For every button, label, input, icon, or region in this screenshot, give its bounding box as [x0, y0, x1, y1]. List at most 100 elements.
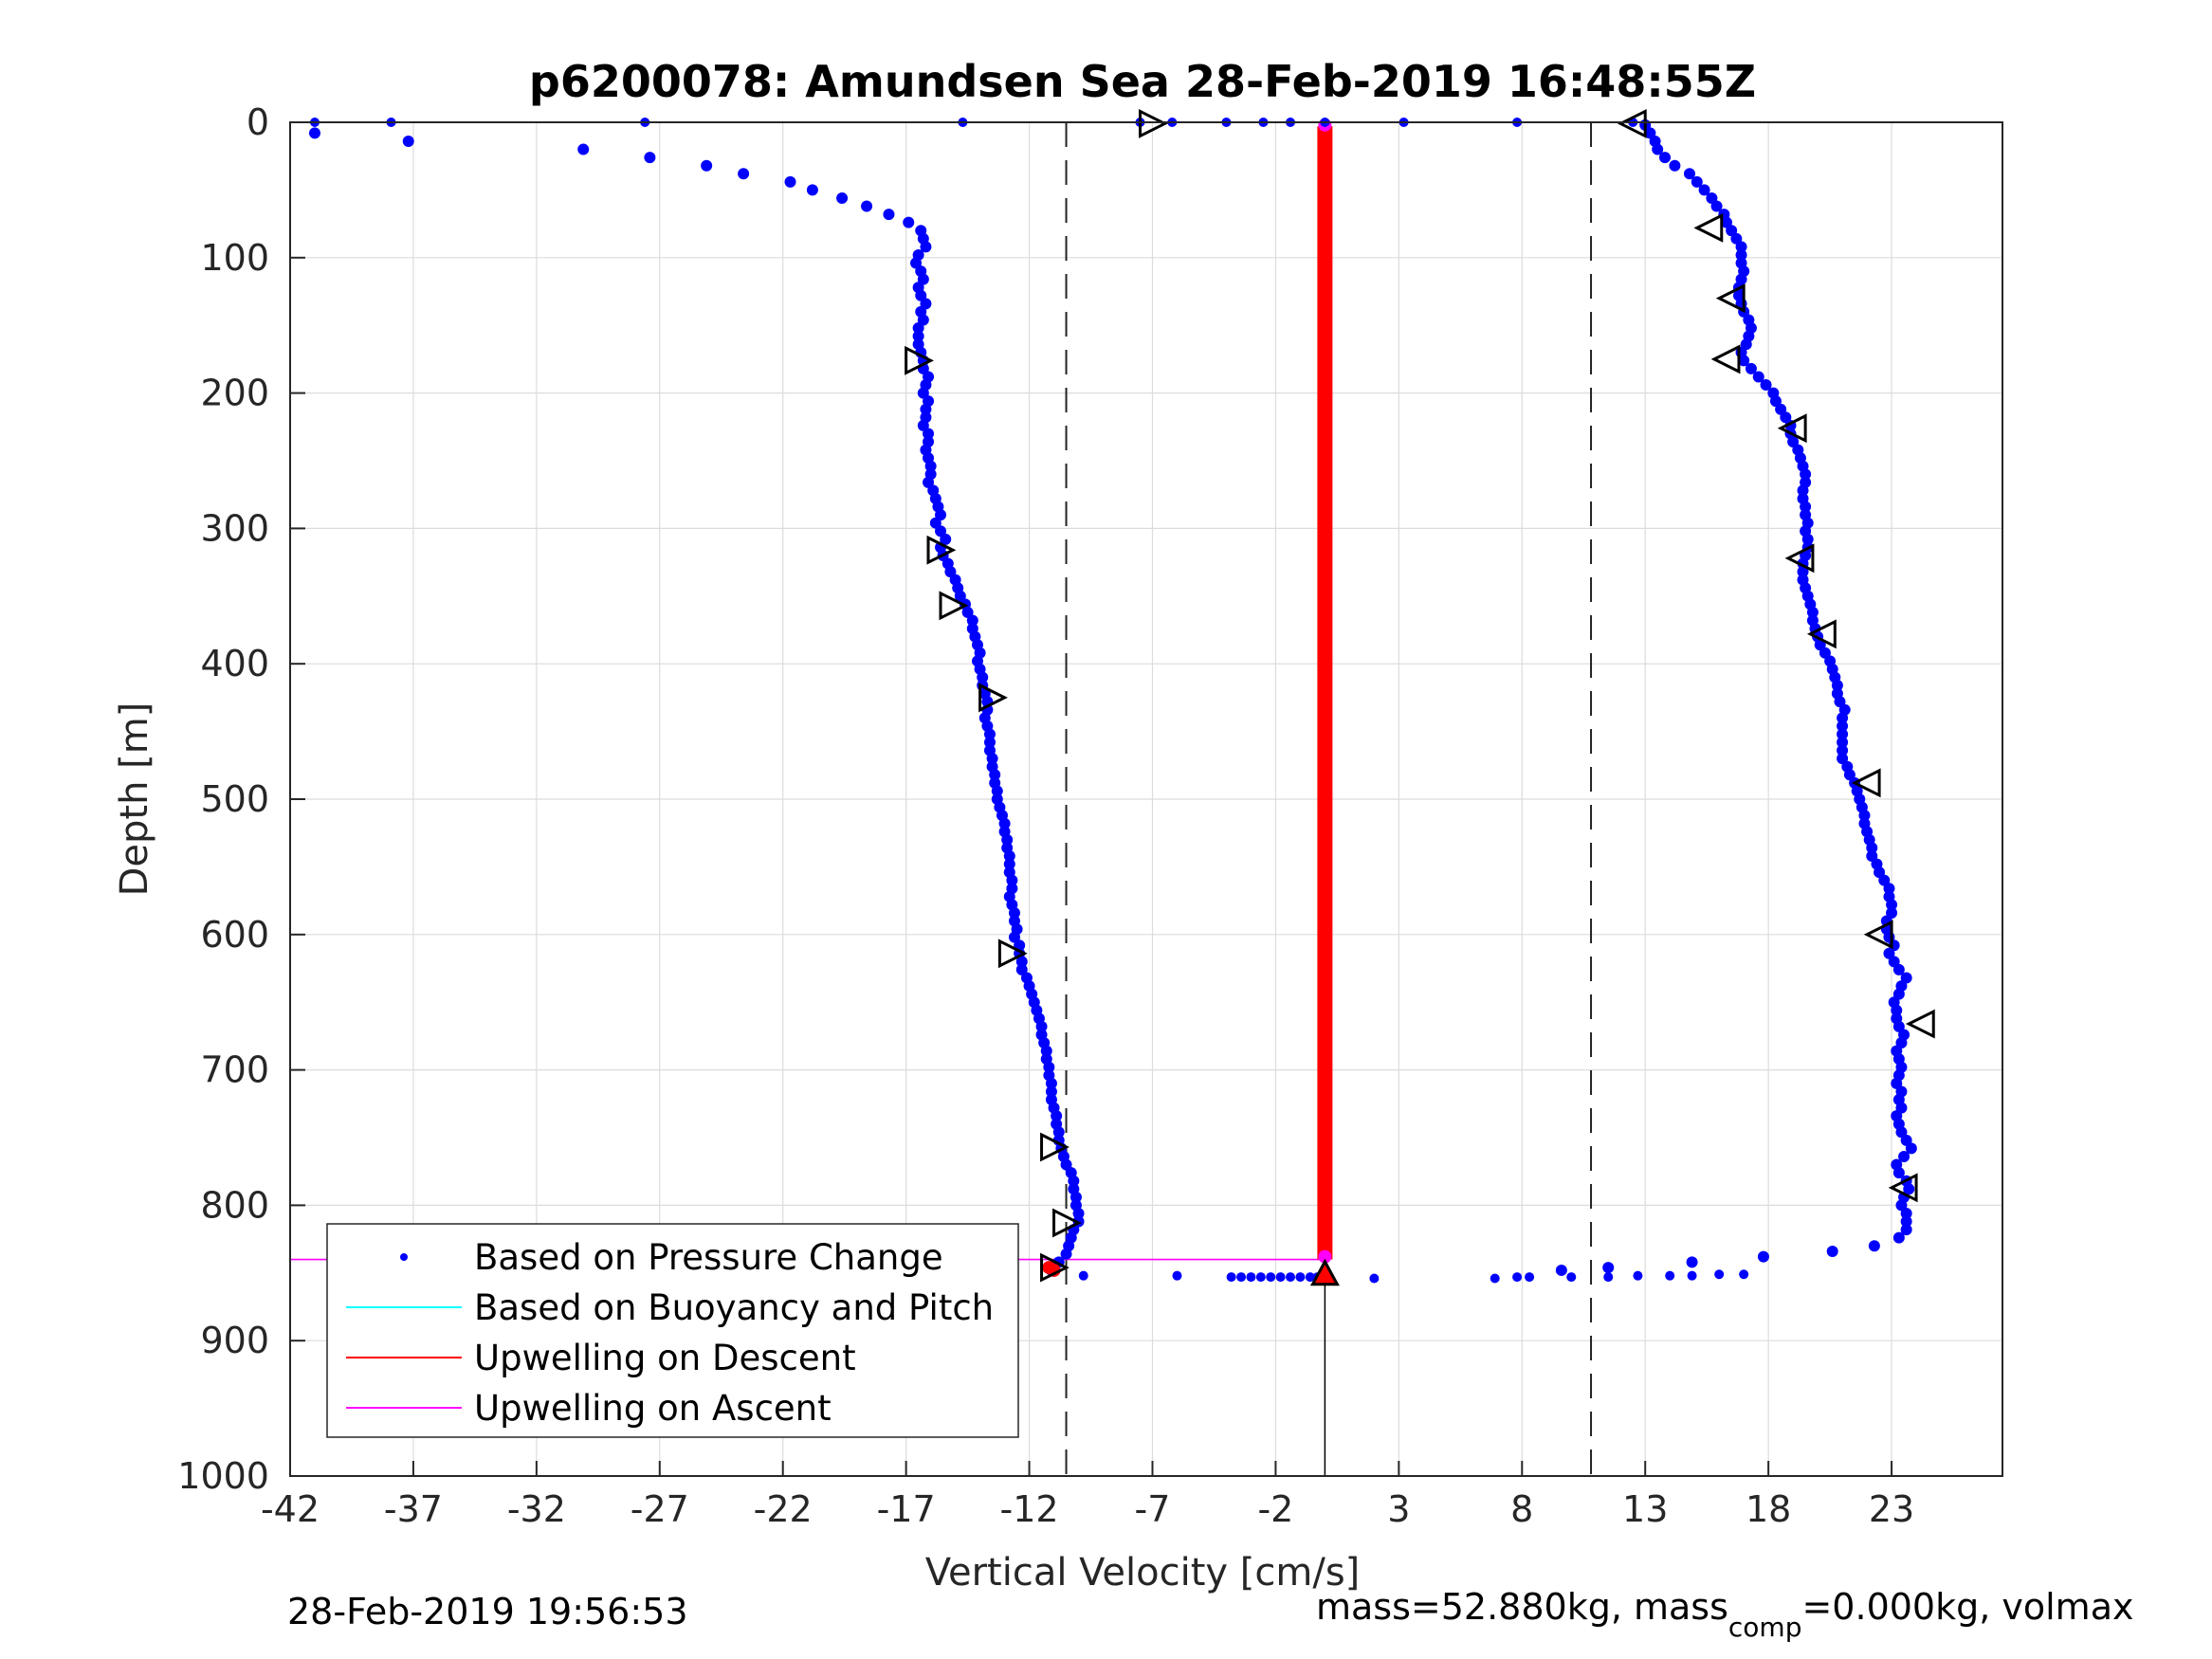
bottom-point [1246, 1272, 1256, 1283]
bottom-point [1512, 1272, 1523, 1283]
descent-point [1045, 1077, 1057, 1089]
ascent-point [1866, 849, 1878, 862]
descent-point [1003, 849, 1015, 862]
descent-point [920, 241, 932, 253]
ascent-point [1767, 387, 1780, 399]
legend-label: Based on Pressure Change [474, 1237, 943, 1278]
ascent-triangle-marker [1693, 212, 1724, 243]
ascent-point [1745, 362, 1757, 374]
y-tick-label: 300 [200, 507, 269, 549]
bottom-point [1739, 1269, 1749, 1280]
descent-point [1068, 1175, 1080, 1187]
ascent-triangle-marker [1777, 413, 1807, 444]
descent-point [1069, 1191, 1082, 1203]
descent-triangle-marker [1138, 109, 1168, 138]
ascent-triangle-marker [1851, 768, 1881, 798]
x-tick-label: -12 [1000, 1488, 1059, 1530]
ascent-point [1898, 1150, 1910, 1162]
bottom-point [1255, 1272, 1266, 1283]
ascent-point [1837, 744, 1849, 757]
descent-point [1003, 858, 1015, 870]
ascent-point [1658, 152, 1671, 164]
descent-point [308, 127, 320, 139]
bottom-point [1369, 1273, 1380, 1284]
descent-point [1043, 1061, 1055, 1073]
ascent-point [1800, 476, 1812, 488]
legend-box [326, 1223, 1019, 1438]
legend-label: Upwelling on Ascent [474, 1388, 832, 1429]
descent-point [644, 152, 656, 164]
bottom-point [1490, 1273, 1500, 1284]
ascent-triangle-marker [1617, 109, 1647, 138]
y-tick-label: 400 [200, 643, 269, 684]
bottom-point [1266, 1272, 1276, 1283]
bottom-point [1665, 1270, 1675, 1281]
x-ticks: -42 -37 -32 -27 -22 -17 -12 -7 -2 3 8 13 18 23 [261, 1461, 1914, 1530]
y-ticks: 0 100 200 300 400 500 600 700 800 900 1000 [177, 101, 305, 1497]
legend-items: Based on Pressure Change Based on Buoyanc… [346, 1237, 994, 1429]
bottom-point [1305, 1272, 1315, 1283]
bottom-point [1525, 1272, 1535, 1283]
bottom-point [1603, 1272, 1614, 1283]
x-axis-label: Vertical Velocity [cm/s] [925, 1551, 1361, 1595]
ascent-point [1826, 1245, 1838, 1257]
bottom-up-triangle-marker [1309, 1258, 1340, 1286]
descent-point [998, 817, 1011, 830]
y-tick-label: 800 [200, 1184, 269, 1226]
ascent-point [1891, 1158, 1903, 1171]
ascent-triangle-marker [1784, 543, 1815, 574]
descent-point [923, 428, 935, 440]
bottom-point [1172, 1270, 1182, 1281]
x-tick-label: -7 [1135, 1488, 1171, 1530]
mass-text-sub: comp [1728, 1612, 1802, 1643]
descent-point [402, 135, 414, 147]
x-tick-label: -27 [631, 1488, 689, 1530]
descent-point [784, 175, 796, 188]
x-tick-label: 13 [1622, 1488, 1668, 1530]
ascent-triangle-marker [1710, 344, 1741, 374]
legend: Based on Pressure Change Based on Buoyanc… [326, 1223, 1019, 1438]
x-tick-label: 8 [1510, 1488, 1533, 1530]
descent-point [1052, 1126, 1065, 1139]
bottom-point [1714, 1269, 1725, 1280]
y-tick-label: 700 [200, 1049, 269, 1091]
ascent-point [1669, 159, 1681, 172]
ascent-point [1683, 168, 1695, 180]
descent-point [577, 143, 590, 155]
ascent-point [1797, 492, 1809, 504]
x-tick-label: -22 [754, 1488, 813, 1530]
y-tick-label: 100 [200, 237, 269, 279]
x-tick-label: -37 [384, 1488, 443, 1530]
ascent-point [1837, 753, 1849, 765]
descent-point [983, 737, 996, 749]
x-tick-label: -32 [507, 1488, 566, 1530]
ascent-point [1886, 906, 1898, 919]
ascent-point [1837, 728, 1849, 740]
descent-point [1006, 874, 1018, 886]
ascent-point [1837, 737, 1849, 749]
triangle-markers [905, 109, 1935, 1286]
descent-point [991, 785, 1003, 797]
bottom-point [1566, 1272, 1577, 1283]
descent-point [806, 184, 818, 196]
descent-point [977, 671, 989, 684]
ascent-triangle-marker [1715, 283, 1746, 314]
ascent-point [1760, 379, 1772, 392]
bottom-point [1687, 1270, 1697, 1281]
bottom-point [1226, 1272, 1236, 1283]
descent-point [836, 191, 849, 204]
descent-point [966, 614, 978, 627]
descent-point [861, 200, 873, 212]
ascent-triangle-marker [1888, 1173, 1918, 1203]
bottom-point [1295, 1272, 1306, 1283]
ascent-point [1900, 1224, 1912, 1236]
ascent-point [1706, 191, 1718, 204]
ascent-point [1883, 890, 1895, 902]
x-tick-label: 3 [1387, 1488, 1410, 1530]
y-tick-label: 500 [200, 778, 269, 820]
ascent-point [1837, 720, 1849, 732]
descent-triangle-marker [978, 683, 1008, 713]
descent-point [1001, 833, 1014, 846]
ascent-point [1858, 817, 1871, 830]
descent-triangle-marker [939, 591, 969, 621]
